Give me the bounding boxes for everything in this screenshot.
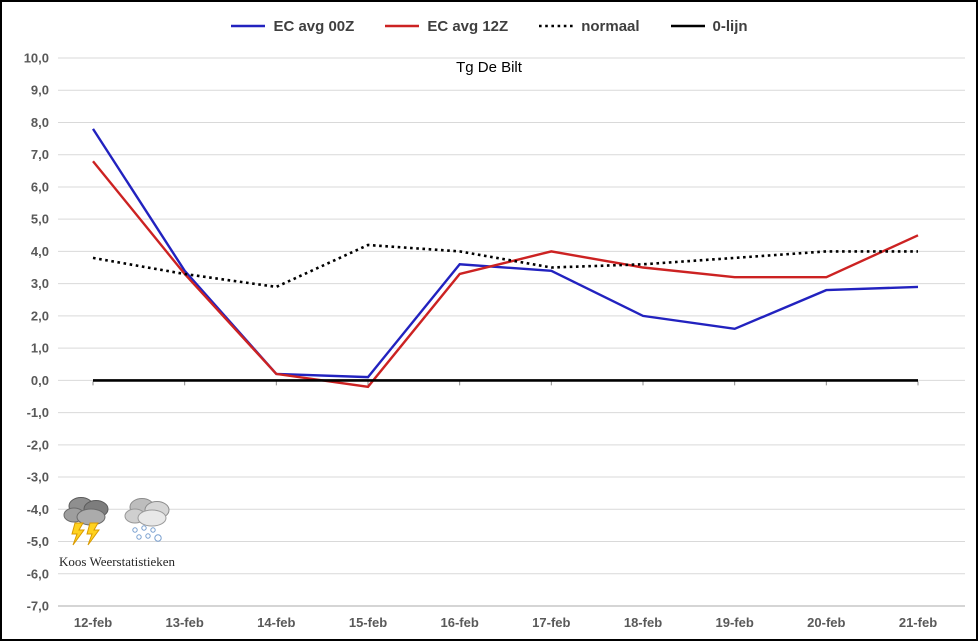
legend-label: normaal [581,17,640,35]
y-tick-label: 3,0 [31,276,49,291]
thunderstorm-icon [63,497,109,546]
y-tick-label: -7,0 [27,599,49,614]
y-tick-label: 10,0 [24,51,49,66]
y-tick-label: -1,0 [27,405,49,420]
series-normaal [92,243,918,289]
legend-label: 0-lijn [712,17,748,35]
x-tick-label: 12-feb [74,615,112,630]
y-tick-label: 4,0 [31,244,49,259]
chart-legend: EC avg 00Z EC avg 12Z normaal 0-lijn [2,12,976,40]
y-tick-label: 6,0 [31,179,49,194]
legend-item-ec-avg-00z: EC avg 00Z [230,18,354,35]
legend-item-0-lijn: 0-lijn [670,18,748,35]
x-tick-label: 15-feb [349,615,387,630]
legend-item-ec-avg-12z: EC avg 12Z [384,18,508,35]
legend-label: EC avg 00Z [273,17,355,35]
watermark-credit: Koos Weerstatistieken [59,554,176,569]
legend-swatch [231,24,266,28]
x-tick-label: 18-feb [624,615,662,630]
series-ec-avg-12z [92,160,919,389]
chart-title: Tg De Bilt [456,59,522,76]
y-tick-label: -2,0 [27,437,49,452]
x-tick-label: 16-feb [441,615,479,630]
watermark-icons [60,494,176,548]
x-tick-label: 20-feb [807,615,845,630]
x-tick-label: 19-feb [716,615,754,630]
y-tick-label: 5,0 [31,212,49,227]
y-tick-label: 2,0 [31,308,49,323]
y-tick-label: -3,0 [27,470,49,485]
y-tick-label: -5,0 [27,534,49,549]
x-tick-label: 17-feb [532,615,570,630]
y-tick-label: -4,0 [27,502,49,517]
legend-swatch [385,24,420,28]
y-tick-label: 7,0 [31,147,49,162]
x-tick-label: 13-feb [166,615,204,630]
y-tick-label: 9,0 [31,83,49,98]
y-tick-label: 0,0 [31,373,49,388]
x-tick-label: 14-feb [257,615,295,630]
legend-item-normaal: normaal [538,17,640,35]
y-tick-label: -6,0 [27,566,49,581]
legend-swatch [670,24,705,28]
snow-icon [124,498,170,542]
y-tick-label: 8,0 [31,115,49,130]
x-tick-label: 21-feb [899,615,937,630]
legend-label: EC avg 12Z [427,17,509,35]
y-tick-label: 1,0 [31,341,49,356]
